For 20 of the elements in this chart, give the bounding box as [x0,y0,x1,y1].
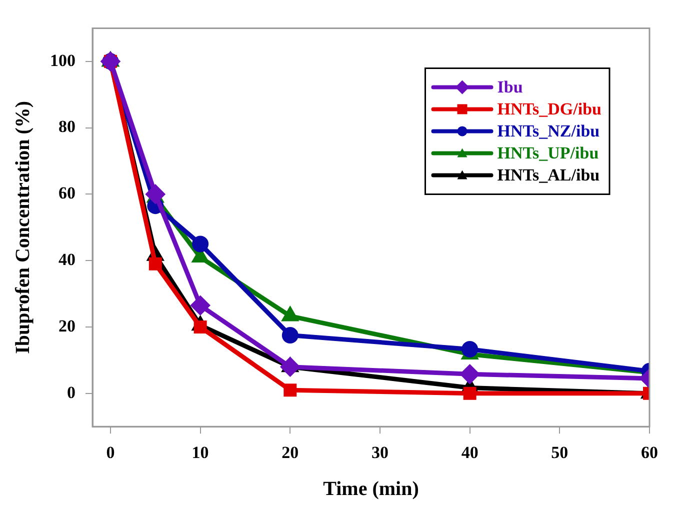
legend-label: HNTs_DG/ibu [497,100,602,119]
x-tick-label: 40 [461,443,478,462]
legend-label: HNTs_AL/ibu [497,166,600,185]
x-tick-label: 10 [192,443,209,462]
x-tick-label: 60 [641,443,658,462]
y-tick-label: 20 [58,316,76,336]
legend-label: HNTs_NZ/ibu [497,122,600,141]
x-tick-label: 50 [551,443,568,462]
y-tick-label: 0 [67,382,76,402]
y-tick-label: 80 [58,117,76,136]
x-axis-title: Time (min) [323,478,419,500]
x-tick-label: 20 [282,443,299,462]
legend-label: Ibu [497,78,523,97]
y-tick-label: 40 [58,250,76,269]
x-tick-label: 30 [371,443,388,462]
x-tick-label: 0 [106,443,115,462]
y-axis-title: Ibuprofen Concentration (%) [12,100,34,354]
legend-label: HNTs_UP/ibu [497,144,599,163]
y-tick-label: 100 [50,50,76,70]
y-tick-label: 60 [58,184,76,203]
